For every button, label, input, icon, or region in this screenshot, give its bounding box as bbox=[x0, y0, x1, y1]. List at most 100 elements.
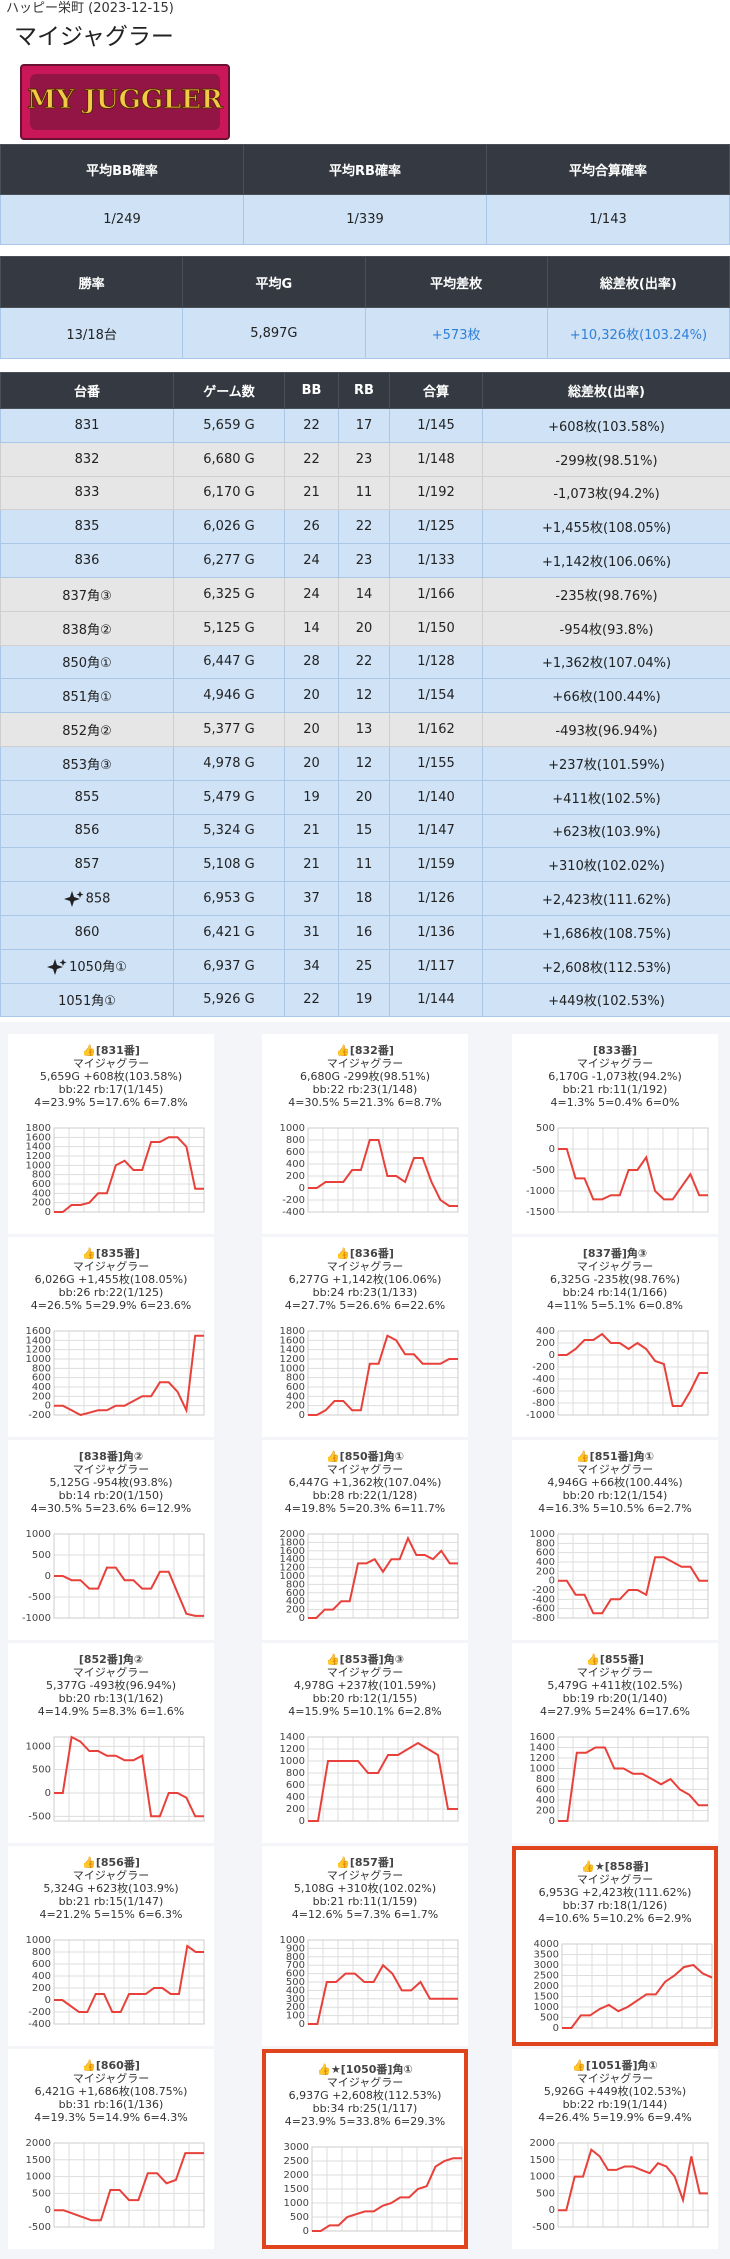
y-tick-label: -200 bbox=[28, 1410, 51, 1421]
y-tick-label: -200 bbox=[532, 1362, 555, 1373]
machine-cell: +608枚(103.58%) bbox=[482, 408, 730, 443]
y-tick-label: 400 bbox=[286, 1792, 305, 1803]
chart-grid: 👍[831番] マイジャグラー 5,659G +608枚(103.58%) bb:22… bbox=[0, 1022, 730, 2259]
cell-text: 1/159 bbox=[417, 857, 455, 873]
machine-row: 832 6,680 G 22 23 1/148 -299枚(98.51%) bbox=[0, 441, 730, 477]
machine-cell: 25 bbox=[338, 948, 390, 984]
plot-frame bbox=[53, 1330, 205, 1416]
y-tick-label: 600 bbox=[536, 1548, 555, 1559]
chart-stat-line: 4=27.9% 5=24% 6=17.6% bbox=[540, 1705, 690, 1718]
chart-stat-line: 4=26.4% 5=19.9% 6=9.4% bbox=[538, 2111, 692, 2124]
header-cell: 平均差枚 bbox=[364, 256, 548, 308]
cell-text: 6,937 G bbox=[203, 958, 255, 974]
chart-title: 👍[836番] bbox=[336, 1247, 394, 1260]
plot-frame bbox=[557, 2142, 709, 2228]
y-tick-label: 1000 bbox=[530, 1529, 555, 1540]
cell-text: 6,953 G bbox=[203, 891, 255, 907]
y-tick-label: 1500 bbox=[26, 2155, 51, 2166]
y-tick-label: 1000 bbox=[280, 1571, 305, 1582]
machine-chart-card: 👍[860番] マイジャグラー 6,421G +1,686枚(108.75%) bb:… bbox=[8, 2049, 214, 2249]
y-tick-label: 1600 bbox=[280, 1335, 305, 1346]
y-tick-label: 1000 bbox=[26, 1529, 51, 1540]
chart-stat-line: bb:26 rb:22(1/125) bbox=[58, 1286, 164, 1299]
chart-stat-line: 5,377G -493枚(96.94%) bbox=[45, 1679, 176, 1692]
machine-cell: 837角③ bbox=[0, 576, 174, 612]
chart-machine-name: マイジャグラー bbox=[576, 1666, 654, 1679]
machine-cell: 21 bbox=[284, 847, 339, 883]
cell-text: 22 bbox=[355, 519, 373, 535]
data-cell: +573枚 bbox=[364, 307, 548, 359]
cell-text: 17 bbox=[355, 417, 373, 433]
machine-cell: 19 bbox=[338, 982, 390, 1018]
y-tick-label: 1200 bbox=[280, 1354, 305, 1365]
data-row: 13/18台 5,897G +573枚 +10,326枚(103.24%) bbox=[0, 307, 730, 359]
plot-frame bbox=[307, 1127, 459, 1213]
cell-text: 5,377 G bbox=[203, 722, 255, 738]
y-tick-label: 1400 bbox=[280, 1345, 305, 1356]
chart-title: [838番]角② bbox=[78, 1450, 144, 1463]
cell-text: 20 bbox=[303, 722, 320, 738]
line bbox=[558, 1556, 708, 1615]
machine-cell: 1/155 bbox=[389, 745, 483, 781]
y-tick-label: 500 bbox=[290, 2212, 309, 2223]
machine-cell: 858 bbox=[0, 881, 174, 916]
y-tick-label: 3000 bbox=[534, 1960, 559, 1971]
y-tick-label: 200 bbox=[286, 2002, 305, 2013]
machine-row: 853角③ 4,978 G 20 12 1/155 +237枚(101.59%) bbox=[0, 745, 730, 781]
machine-cell: 1/166 bbox=[389, 576, 483, 612]
chart-title: 👍[832番] bbox=[336, 1044, 394, 1057]
line bbox=[54, 1735, 204, 1818]
y-tick-label: 200 bbox=[286, 1401, 305, 1412]
machine-cell: 1051角① bbox=[0, 982, 174, 1018]
y-tick-label: 1400 bbox=[280, 1732, 305, 1743]
cell-text: -493枚(96.94%) bbox=[555, 724, 658, 740]
chart-stat-line: bb:14 rb:20(1/150) bbox=[58, 1489, 164, 1502]
machine-table: 台番 ゲーム数 BB RB 合算 総差枚(出率) 831 5,659 G 22 17 1/145 +6… bbox=[0, 372, 730, 1018]
machine-cell: 5,479 G bbox=[173, 779, 285, 815]
cell-text: 853角③ bbox=[62, 757, 112, 773]
machine-cell: 838角② bbox=[0, 610, 174, 646]
machine-cell: 1050角① bbox=[0, 948, 174, 984]
machine-cell: -1,073枚(94.2%) bbox=[482, 475, 730, 511]
chart-stat-line: 4=23.9% 5=17.6% 6=7.8% bbox=[34, 1096, 188, 1109]
cell-text: 19 bbox=[355, 992, 373, 1008]
machine-cell: 12 bbox=[338, 678, 390, 714]
cell-text: 24 bbox=[303, 586, 320, 602]
cell-text: 1/155 bbox=[417, 755, 455, 771]
machine-row: 858 6,953 G 37 18 1/126 +2,423枚(111.62%) bbox=[0, 881, 730, 916]
y-tick-label: 400 bbox=[286, 1985, 305, 1996]
machine-row: 838角② 5,125 G 14 20 1/150 -954枚(93.8%) bbox=[0, 610, 730, 646]
cell-text: 1/144 bbox=[417, 992, 455, 1008]
chart-title: 👍[853番]角③ bbox=[325, 1653, 405, 1666]
cell-text: +623枚(103.9%) bbox=[552, 825, 661, 841]
chart-machine-name: マイジャグラー bbox=[72, 2072, 150, 2085]
machine-cell: 15 bbox=[338, 813, 390, 849]
machine-cell: 20 bbox=[284, 745, 339, 781]
chart-stat-line: bb:19 rb:20(1/140) bbox=[562, 1692, 668, 1705]
y-tick-label: 500 bbox=[536, 1123, 555, 1134]
cell-text: 13 bbox=[355, 722, 373, 738]
y-tick-label: 200 bbox=[32, 1983, 51, 1994]
chart-machine-name: マイジャグラー bbox=[72, 1666, 150, 1679]
y-tick-label: 1000 bbox=[280, 1935, 305, 1946]
machine-row: 852角② 5,377 G 20 13 1/162 -493枚(96.94%) bbox=[0, 712, 730, 747]
y-tick-label: 2000 bbox=[534, 1981, 559, 1992]
cell-text: +2,608枚(112.53%) bbox=[541, 960, 672, 976]
header-cell: BB bbox=[284, 372, 339, 409]
cell-text: 1/140 bbox=[417, 789, 455, 805]
header-cell: ゲーム数 bbox=[173, 372, 285, 409]
machine-chart-card: [837番]角③ マイジャグラー 6,325G -235枚(98.76%) bb:24… bbox=[512, 1237, 718, 1437]
chart-stat-line: 4=10.6% 5=10.2% 6=2.9% bbox=[538, 1912, 692, 1925]
machine-cell: 20 bbox=[338, 610, 390, 646]
chart-title: 👍[855番] bbox=[586, 1653, 644, 1666]
machine-cell: 17 bbox=[338, 408, 390, 443]
chart-title: 👍[831番] bbox=[82, 1044, 140, 1057]
machine-cell: +623枚(103.9%) bbox=[482, 813, 730, 849]
plot-frame bbox=[53, 2142, 205, 2228]
machine-chart-card: 👍[850番]角① マイジャグラー 6,447G +1,362枚(107.04%) b… bbox=[262, 1440, 468, 1640]
y-tick-label: 1000 bbox=[284, 2198, 309, 2209]
cell-text: 31 bbox=[303, 924, 320, 940]
cell-text: 34 bbox=[303, 958, 320, 974]
cell-text: +449枚(102.53%) bbox=[548, 994, 665, 1010]
y-tick-label: -400 bbox=[282, 1207, 305, 1218]
